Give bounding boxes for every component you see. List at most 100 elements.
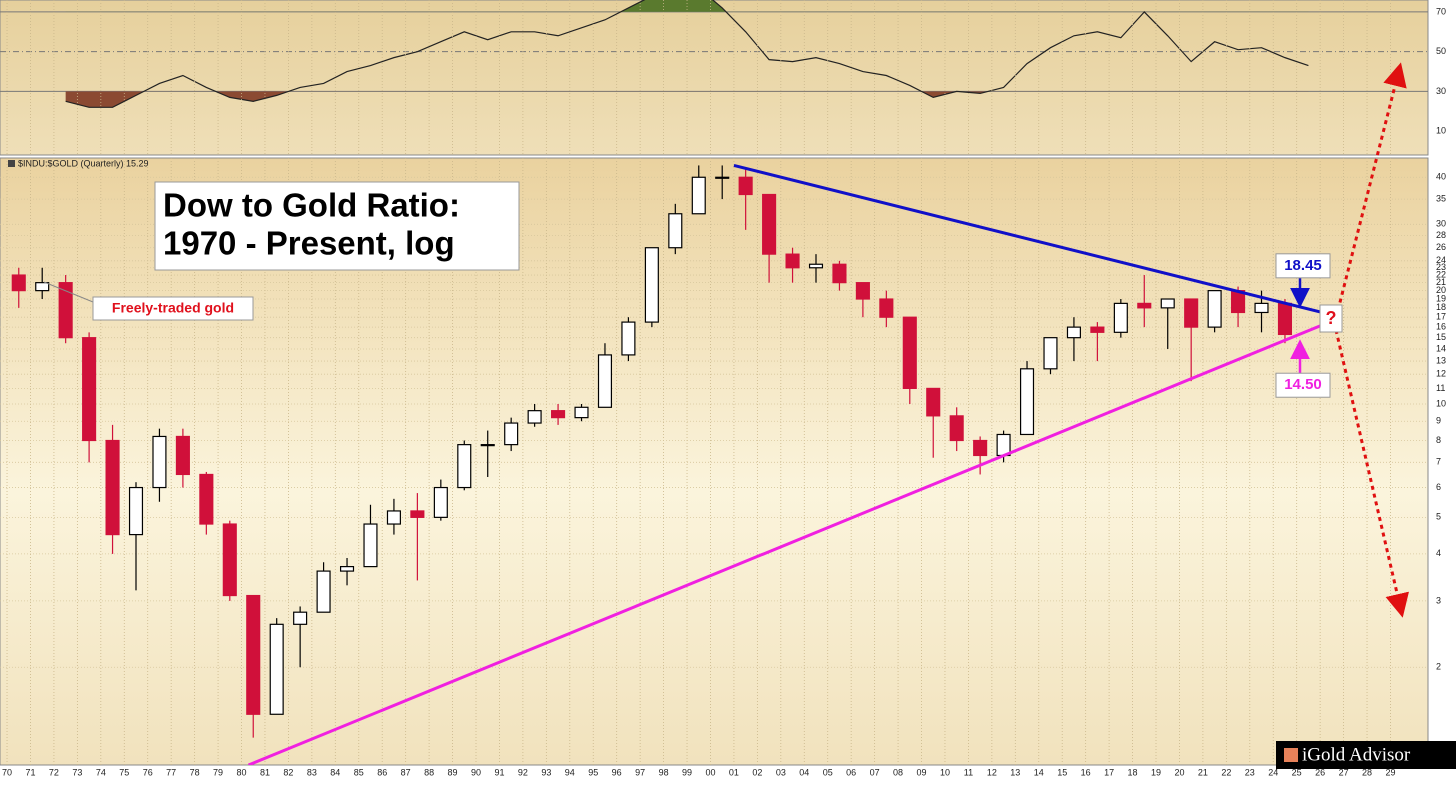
x-tick-label: 14 [1034,767,1044,777]
x-tick-label: 18 [1128,767,1138,777]
chart-header: $INDU:$GOLD (Quarterly) 15.29 [18,158,149,168]
title-box [154,181,520,271]
candle-body [105,439,120,536]
candle-body [926,387,941,417]
candle-body [1160,298,1175,309]
x-tick-label: 88 [424,767,434,777]
trendline [247,315,1342,765]
candle-body [738,176,753,196]
candle-body [504,422,519,446]
candle-body [316,570,331,613]
x-tick-label: 84 [330,767,340,777]
y-tick-label: 17 [1436,312,1446,322]
price-layer [11,163,1342,765]
chart-subtitle: 1970 - Present, log [163,225,455,262]
candle-body [269,623,284,715]
x-tick-label: 15 [1057,767,1067,777]
y-tick-label: 7 [1436,457,1441,467]
x-tick-label: 77 [166,767,176,777]
y-tick-label: 35 [1436,193,1446,203]
candle-body [597,354,613,408]
candle-body [175,435,190,476]
y-tick-label: 18 [1436,302,1446,312]
candle-body [1137,302,1152,309]
watermark: iGold Advisor [1276,741,1456,769]
x-tick-label: 92 [518,767,528,777]
x-tick-label: 75 [119,767,129,777]
y-tick-label: 3 [1436,595,1441,605]
watermark-icon [1284,748,1298,762]
x-tick-label: 28 [1362,767,1372,777]
y2-tick-label: 10 [1436,126,1446,136]
y-tick-label: 9 [1436,416,1441,426]
candle-body [785,253,800,269]
candle-body [762,193,777,255]
x-tick-label: 80 [237,767,247,777]
x-tick-label: 93 [541,767,551,777]
candle-body [58,282,73,339]
annotation-box [1319,304,1343,333]
watermark-bg [1276,741,1456,769]
candle-body [1113,302,1128,333]
x-tick-label: 94 [565,767,575,777]
y-tick-label: 28 [1436,230,1446,240]
candle-body [433,486,448,518]
y-tick-label: 21 [1436,277,1446,287]
x-tick-label: 25 [1292,767,1302,777]
y-tick-label: 4 [1436,548,1441,558]
candle-body [386,510,401,525]
x-tick-label: 10 [940,767,950,777]
x-tick-label: 73 [72,767,82,777]
x-tick-label: 86 [377,767,387,777]
candle-body [82,337,97,442]
y-tick-label: 6 [1436,482,1441,492]
x-tick-label: 90 [471,767,481,777]
header-icon [8,160,15,167]
y-tick-label: 20 [1436,285,1446,295]
x-tick-label: 89 [448,767,458,777]
x-tick-label: 87 [401,767,411,777]
candle-body [973,439,988,457]
x-tick-label: 26 [1315,767,1325,777]
candle-body [1066,326,1081,339]
x-tick-label: 12 [987,767,997,777]
x-tick-label: 07 [870,767,880,777]
callout-box [1275,372,1331,398]
y2-tick-label: 70 [1436,6,1446,16]
candle-body [363,523,378,568]
candle-body [246,594,261,715]
x-tick-label: 29 [1385,767,1395,777]
y-tick-label: 40 [1436,172,1446,182]
annotation: ? [1326,308,1337,328]
candle-body [128,486,144,536]
rsi-layer [0,0,1428,108]
x-tick-label: 08 [893,767,903,777]
x-tick-label: 03 [776,767,786,777]
candle-body [527,410,542,424]
callout-leader [43,281,94,303]
candle-body [1184,298,1199,328]
callout-box [1275,253,1331,279]
candle-body [879,298,894,318]
x-tick-label: 96 [612,767,622,777]
y-tick-label: 5 [1436,512,1441,522]
x-tick-label: 20 [1174,767,1184,777]
y-tick-label: 16 [1436,322,1446,332]
chart-title: Dow to Gold Ratio: [163,187,460,224]
y2-tick-label: 30 [1436,86,1446,96]
callout-label: 14.50 [1284,376,1322,393]
candle-body [1019,368,1035,436]
x-tick-label: 24 [1268,767,1278,777]
candle-body [1090,326,1105,333]
candle-body [35,282,50,292]
candle-body [551,410,566,419]
x-tick-label: 72 [49,767,59,777]
annotation: Freely-traded gold [112,300,234,316]
candle-body [1043,337,1058,370]
watermark-text: iGold Advisor [1302,744,1411,765]
y-tick-label: 23 [1436,262,1446,272]
x-tick-label: 78 [190,767,200,777]
overbought-area [65,0,1309,12]
x-tick-label: 74 [96,767,106,777]
x-tick-label: 16 [1081,767,1091,777]
